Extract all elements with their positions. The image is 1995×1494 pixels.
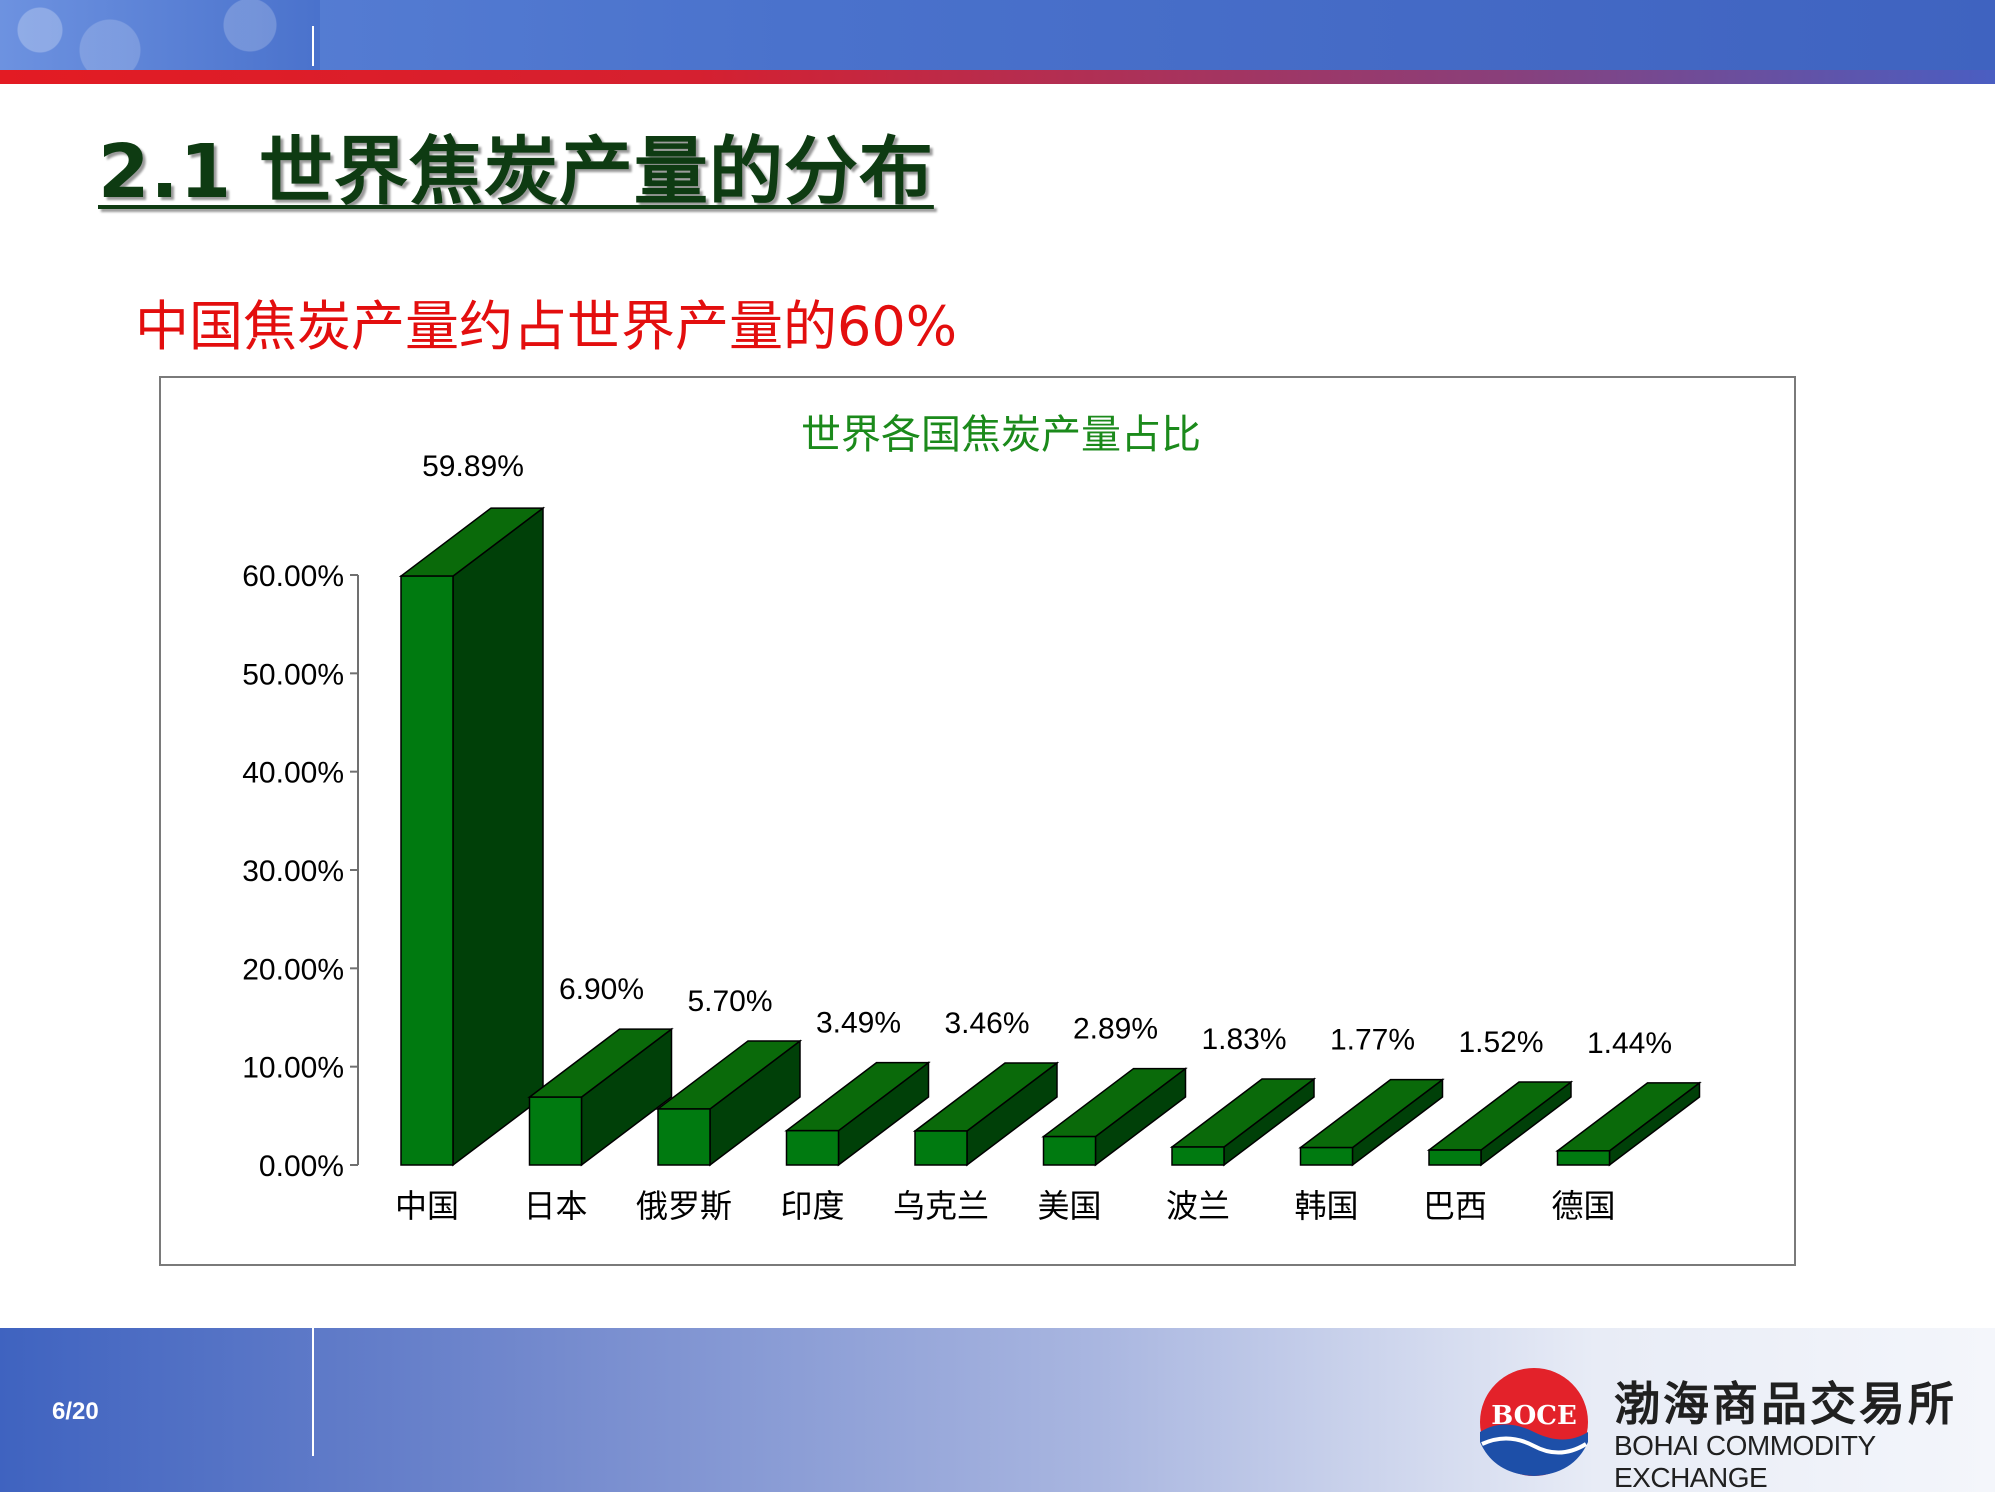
data-label: 5.70%	[687, 985, 772, 1018]
y-tick-label: 20.00%	[242, 953, 344, 986]
bar-chart: 世界各国焦炭产量占比 0.00% 10.00% 20.00% 30.00% 40.00%…	[242, 412, 1702, 1225]
slide-subtitle: 中国焦炭产量约占世界产量的60%	[135, 295, 958, 358]
bar-波兰	[1169, 1077, 1317, 1167]
data-label: 2.89%	[1073, 1013, 1158, 1046]
y-tick-label: 10.00%	[242, 1052, 344, 1085]
bar-中国	[398, 506, 546, 1167]
bar-front	[1556, 1150, 1611, 1166]
category-label: 波兰	[1166, 1187, 1230, 1225]
bar-乌克兰	[912, 1061, 1060, 1167]
bar-日本	[527, 1027, 674, 1167]
bar-印度	[784, 1061, 931, 1167]
banner-divider	[312, 26, 314, 66]
y-tick-label: 50.00%	[242, 658, 344, 691]
company-name-en: BOHAI COMMODITY EXCHANGE	[1614, 1430, 1876, 1493]
category-labels: 中国 日本 俄罗斯 印度 乌克兰 美国 波兰 韩国 巴西 德国	[395, 1187, 1616, 1225]
company-name-cn: 渤海商品交易所	[1614, 1377, 1957, 1431]
chart-frame: 世界各国焦炭产量占比 0.00% 10.00% 20.00% 30.00% 40.00%…	[159, 376, 1796, 1266]
page-number: 6/20	[52, 1398, 99, 1425]
data-label: 3.49%	[816, 1007, 901, 1040]
category-label: 德国	[1551, 1187, 1615, 1225]
data-label: 1.83%	[1201, 1023, 1286, 1056]
y-tick-label: 30.00%	[242, 855, 344, 888]
category-label: 韩国	[1294, 1187, 1358, 1225]
category-label: 日本	[523, 1187, 587, 1225]
bar-front	[400, 575, 454, 1166]
bar-俄罗斯	[655, 1039, 803, 1167]
bar-德国	[1555, 1081, 1702, 1167]
bars	[398, 506, 1702, 1167]
top-banner	[0, 0, 1995, 70]
data-label: 1.52%	[1458, 1026, 1543, 1059]
category-label: 巴西	[1423, 1187, 1487, 1225]
bar-巴西	[1426, 1080, 1574, 1167]
bar-front	[1042, 1135, 1097, 1166]
bar-side	[452, 506, 544, 1167]
chart-title: 世界各国焦炭产量占比	[801, 412, 1201, 458]
bar-front	[1299, 1146, 1354, 1166]
category-label: 乌克兰	[893, 1187, 989, 1225]
bar-front	[785, 1129, 840, 1166]
data-label: 3.46%	[944, 1007, 1029, 1040]
bar-front	[914, 1130, 968, 1166]
bar-韩国	[1298, 1078, 1445, 1167]
category-label: 印度	[780, 1187, 844, 1225]
boce-logo-text: BOCE	[1491, 1401, 1577, 1431]
footer: 6/20 BOCE 渤海商品交易所 BOHAI COMMODITY EXCHAN…	[0, 1328, 1995, 1493]
footer-divider	[312, 1328, 314, 1456]
data-label: 1.44%	[1587, 1027, 1672, 1060]
bar-front	[1171, 1146, 1225, 1166]
data-label: 6.90%	[559, 973, 644, 1006]
page-title: 2.1 世界焦炭产量的分布	[98, 129, 934, 215]
bar-美国	[1041, 1067, 1188, 1167]
bar-front	[528, 1096, 583, 1166]
category-label: 中国	[395, 1187, 459, 1225]
category-label: 美国	[1037, 1187, 1101, 1225]
data-label: 1.77%	[1330, 1024, 1415, 1057]
boce-logo: BOCE	[1480, 1368, 1588, 1476]
data-label: 59.89%	[422, 450, 524, 483]
data-labels: 59.89% 6.90% 5.70% 3.49% 3.46% 2.89% 1.83% 1.77…	[422, 450, 1672, 1060]
red-accent-stripe	[0, 70, 1995, 84]
bar-front	[657, 1108, 711, 1166]
category-label: 俄罗斯	[636, 1187, 732, 1225]
y-tick-label: 60.00%	[242, 560, 344, 593]
y-tick-label: 0.00%	[259, 1150, 344, 1183]
banner-decoration	[0, 0, 320, 70]
y-tick-label: 40.00%	[242, 757, 344, 790]
bar-front	[1428, 1149, 1482, 1166]
y-axis: 0.00% 10.00% 20.00% 30.00% 40.00% 50.00% 60.00…	[242, 560, 359, 1183]
